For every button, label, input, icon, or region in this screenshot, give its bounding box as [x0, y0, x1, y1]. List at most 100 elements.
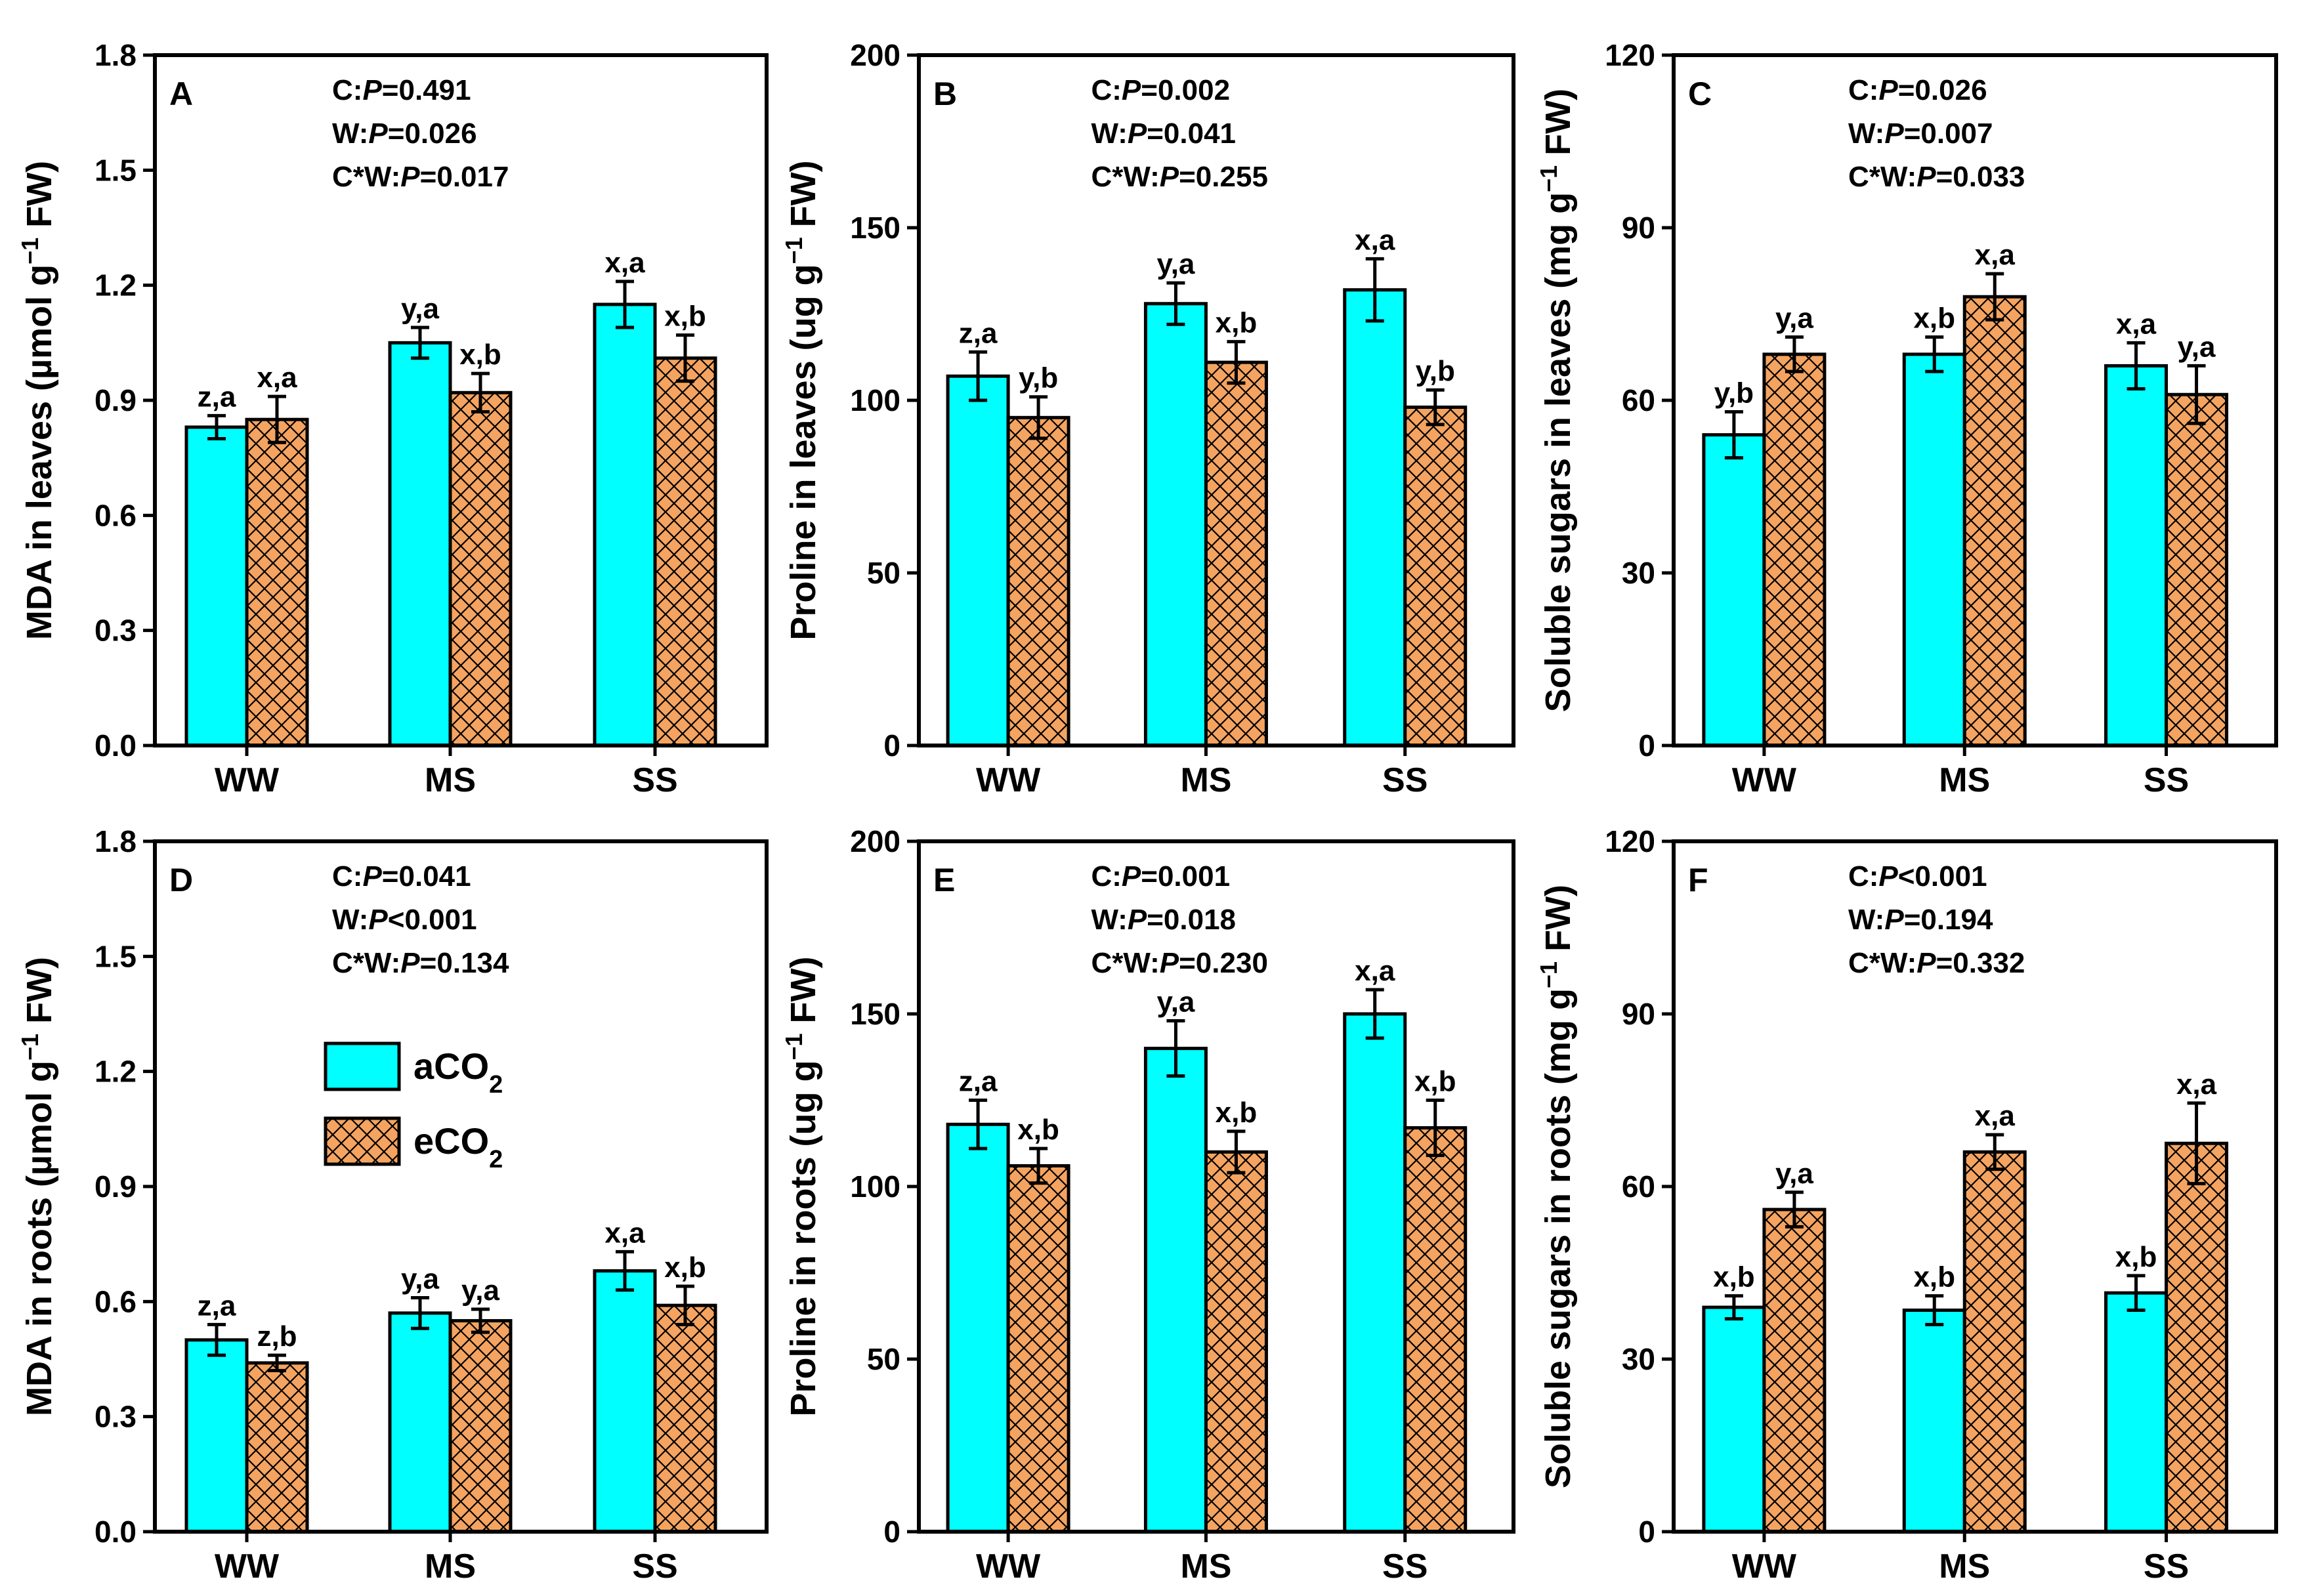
- legend-swatch-aco2: [324, 1041, 401, 1091]
- panel-a: z,a y,a x,a x,a x,b x,b 0.0 0.3 0.6 0.9 1.2 1.5 1.8 W…: [16, 38, 769, 799]
- bar-aco2-ww: [184, 425, 249, 747]
- y-axis-label: Soluble sugars in roots (mg g−1 FW): [1535, 885, 1578, 1488]
- error-bar-aco2-ss: [2127, 341, 2146, 390]
- significance-label: x,b: [459, 339, 501, 371]
- significance-label: y,b: [1019, 362, 1058, 394]
- error-bar-eco2-ww: [1785, 335, 1804, 373]
- x-tick-label: MS: [425, 761, 476, 799]
- significance-label: z,b: [257, 1320, 297, 1353]
- x-tick-label: WW: [215, 1547, 280, 1586]
- x-tick-label: SS: [2144, 761, 2189, 799]
- significance-label: x,b: [664, 1251, 706, 1284]
- stats-line: C*W:P=0.255: [1091, 161, 1267, 193]
- error-bar-aco2-ms: [1925, 1294, 1944, 1326]
- bar-eco2-ww: [245, 417, 309, 747]
- stats-line: C:P=0.491: [332, 74, 471, 106]
- y-tick-label: 0: [1638, 728, 1655, 763]
- error-bar-eco2-ww: [1029, 1146, 1048, 1185]
- error-bar-aco2-ss: [1365, 257, 1384, 323]
- y-tick-label: 120: [1605, 38, 1655, 72]
- y-tick-label: 60: [1622, 1169, 1655, 1204]
- legend-label-eco2: eCO2: [413, 1120, 503, 1173]
- x-tick-label: MS: [1180, 761, 1231, 799]
- bar-eco2-ww: [1006, 415, 1070, 747]
- bar-eco2-ms: [448, 1319, 513, 1534]
- bar-aco2-ss: [2104, 364, 2169, 747]
- bar-eco2-ms: [1204, 1150, 1268, 1534]
- error-bar-eco2-ms: [471, 371, 490, 414]
- error-bar-eco2-ss: [2187, 364, 2206, 425]
- panel-letter: F: [1688, 862, 1708, 898]
- error-bar-aco2-ms: [1166, 1019, 1185, 1078]
- y-tick-label: 30: [1622, 1342, 1655, 1376]
- y-tick-label: 0: [883, 1515, 900, 1549]
- significance-label: y,a: [1156, 986, 1195, 1018]
- y-tick-label: 200: [850, 824, 900, 858]
- error-bar-aco2-ww: [969, 350, 988, 402]
- error-bar-eco2-ss: [2187, 1101, 2206, 1186]
- significance-label: x,b: [1913, 1261, 1955, 1293]
- bar-aco2-ms: [388, 1311, 452, 1534]
- x-tick-label: SS: [632, 761, 677, 799]
- error-bar-aco2-ww: [207, 1322, 226, 1357]
- significance-label: z,a: [959, 1066, 998, 1098]
- significance-label: x,b: [1216, 1097, 1258, 1129]
- bar-aco2-ww: [1702, 433, 1766, 747]
- bar-aco2-ms: [388, 341, 452, 747]
- stats-line: C*W:P=0.230: [1091, 947, 1267, 979]
- x-tick-label: MS: [1939, 761, 1990, 799]
- panel-letter: C: [1688, 75, 1712, 112]
- stats-line: C*W:P=0.134: [332, 947, 509, 979]
- x-tick-label: MS: [425, 1547, 476, 1586]
- stats-line: C*W:P=0.017: [332, 161, 509, 193]
- stats-line: W:P=0.026: [332, 117, 477, 150]
- error-bar-aco2-ss: [616, 280, 634, 329]
- error-bar-eco2-ss: [676, 333, 694, 383]
- x-tick-label: WW: [1732, 1547, 1797, 1586]
- error-bar-aco2-ss: [616, 1250, 634, 1292]
- y-tick-label: 1.5: [95, 939, 137, 973]
- error-bar-aco2-ms: [411, 326, 429, 360]
- bar-aco2-ms: [1902, 352, 1966, 747]
- error-bar-aco2-ww: [969, 1099, 988, 1150]
- y-tick-label: 30: [1622, 556, 1655, 590]
- stats-line: C:P=0.026: [1848, 74, 1987, 106]
- x-tick-label: MS: [1939, 1547, 1990, 1586]
- y-tick-label: 0.0: [95, 728, 137, 763]
- error-bar-eco2-ww: [1785, 1190, 1804, 1228]
- error-bar-eco2-ss: [1426, 388, 1445, 427]
- significance-label: y,a: [461, 1274, 499, 1307]
- significance-label: x,b: [1913, 303, 1955, 335]
- bar-eco2-ss: [1403, 406, 1468, 747]
- y-tick-label: 0: [1638, 1515, 1655, 1549]
- y-axis-label: MDA in roots (µmol g−1 FW): [16, 957, 60, 1416]
- panel-letter: D: [169, 862, 193, 898]
- significance-label: x,b: [1414, 1066, 1456, 1098]
- y-tick-label: 90: [1622, 997, 1655, 1031]
- panel-letter: A: [169, 75, 193, 112]
- bar-eco2-ss: [1403, 1126, 1468, 1534]
- y-tick-label: 90: [1622, 211, 1655, 245]
- panel-d: z,a y,a x,a z,b y,a x,b 0.0 0.3 0.6 0.9 1.2 1.5 1.8 W…: [16, 824, 769, 1586]
- error-bar-aco2-ss: [1365, 988, 1384, 1040]
- error-bar-aco2-ms: [1925, 335, 1944, 373]
- y-tick-label: 150: [850, 211, 900, 245]
- y-tick-label: 100: [850, 383, 900, 417]
- panel-letter: B: [933, 75, 957, 112]
- significance-label: y,b: [1714, 377, 1754, 410]
- stats-line: C:P=0.001: [1091, 860, 1230, 892]
- stats-line: W:P<0.001: [332, 904, 477, 936]
- bar-aco2-ww: [946, 374, 1010, 747]
- y-tick-label: 1.8: [95, 38, 137, 72]
- stats-line: W:P=0.194: [1848, 904, 1993, 936]
- bar-aco2-ms: [1143, 302, 1208, 747]
- bar-aco2-ss: [593, 1269, 657, 1534]
- x-tick-label: SS: [632, 1547, 677, 1586]
- stats-line: W:P=0.041: [1091, 117, 1236, 150]
- significance-label: y,a: [401, 1263, 439, 1295]
- error-bar-aco2-ss: [2127, 1274, 2146, 1312]
- significance-label: x,b: [1216, 307, 1258, 339]
- bar-aco2-ss: [593, 303, 657, 747]
- panel-f: x,b x,b x,b y,a x,a x,a 0 30 60 90 120 WW MS SS F C:P<0…: [1535, 824, 2278, 1586]
